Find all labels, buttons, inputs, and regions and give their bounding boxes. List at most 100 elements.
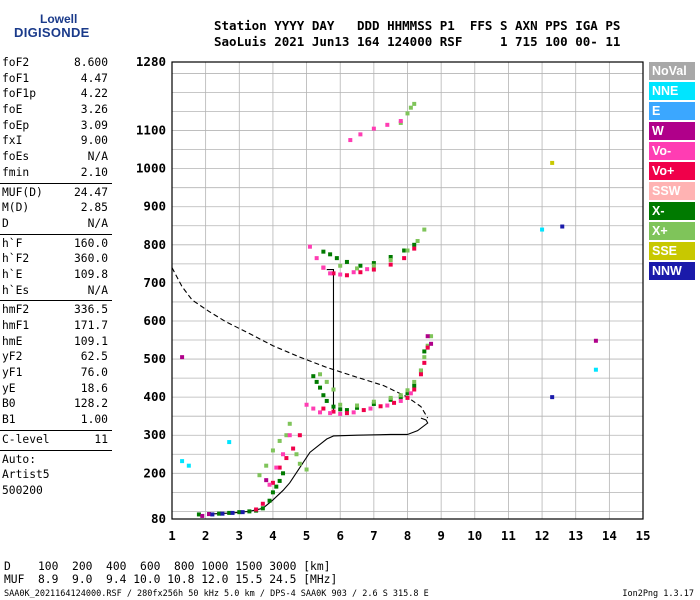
param-value: 109.1: [73, 334, 108, 348]
param-value: 3.09: [80, 118, 108, 132]
echo-point: [331, 409, 336, 414]
echo-point: [348, 138, 353, 143]
param-group-2: MUF(D) 24.47 M(D) 2.85 D N/A: [0, 186, 112, 233]
echo-point: [277, 478, 282, 483]
y-tick-label: 600: [143, 313, 166, 328]
param-label: yF1: [2, 366, 23, 380]
echo-point: [281, 471, 286, 476]
echo-point: [227, 440, 232, 445]
chart-grid: [171, 62, 644, 519]
echo-point: [550, 395, 555, 400]
echo-point: [254, 507, 259, 512]
echo-point: [247, 509, 252, 514]
param-value: 4.47: [80, 71, 108, 85]
param-label: MUF(D): [2, 185, 43, 199]
x-tick-label: 12: [535, 528, 550, 543]
echo-point: [287, 433, 292, 438]
echo-point: [412, 387, 417, 392]
echo-point: [186, 463, 191, 468]
param-row: C-level 11: [0, 433, 112, 449]
y-tick-label: 800: [143, 237, 166, 252]
param-value: 160.0: [73, 236, 108, 250]
echo-point: [371, 399, 376, 404]
legend-item-nne: NNE: [649, 82, 695, 100]
y-tick-labels: 80 200 300 400 500 600 700 800 900 1000 1100 1280: [136, 54, 166, 526]
echo-point: [422, 349, 427, 354]
echo-point: [180, 355, 185, 360]
x-tick-label: 5: [303, 528, 311, 543]
header-row-1: Station YYYY DAY DDD HHMMSS P1 FFS S AXN…: [214, 18, 621, 33]
echo-point: [408, 391, 413, 396]
echo-point: [207, 512, 212, 517]
echo-point: [385, 403, 390, 408]
param-label: B1: [2, 413, 16, 427]
y-tick-label: 80: [151, 511, 166, 526]
echo-point: [331, 271, 336, 276]
echo-point: [371, 261, 376, 266]
param-row: yE 18.6: [0, 382, 112, 398]
y-tick-label: 200: [143, 465, 166, 480]
param-group-3: h`F 160.0 h`F2 360.0 h`E 109.8 h`Es N/A: [0, 237, 112, 300]
echo-point: [264, 463, 269, 468]
logo-lowell-text: Lowell: [40, 12, 78, 26]
echo-point: [365, 267, 370, 272]
echo-point: [321, 265, 326, 270]
plot-frame: [171, 61, 644, 520]
param-label: M(D): [2, 201, 30, 215]
echo-point: [220, 511, 225, 516]
echo-point: [267, 498, 272, 503]
param-row: hmE 109.1: [0, 335, 112, 351]
param-value: N/A: [87, 216, 108, 230]
x-tick-label: 2: [202, 528, 210, 543]
echo-point: [412, 383, 417, 388]
echo-point: [284, 456, 289, 461]
echo-point: [338, 272, 343, 277]
legend-item-e: E: [649, 102, 695, 120]
echo-point: [371, 401, 376, 406]
parameter-panel: foF2 8.600 foF1 4.47 foF1p 4.22 foE 3.26 foEp 3.0…: [0, 56, 112, 500]
echo-point: [321, 406, 326, 411]
footer-distance-row: D 100 200 400 600 800 1000 1500 3000 [km…: [4, 560, 331, 573]
legend-item-x: X+: [649, 222, 695, 240]
echo-point: [331, 387, 336, 392]
x-tick-label: 3: [236, 528, 244, 543]
echo-point: [388, 262, 393, 267]
echo-point: [321, 249, 326, 254]
param-label: h`Es: [2, 283, 30, 297]
param-row: foF1p 4.22: [0, 87, 112, 103]
param-group-5: C-level 11: [0, 433, 112, 449]
y-tick-label: 400: [143, 389, 166, 404]
param-value: N/A: [87, 150, 108, 164]
echo-point: [287, 421, 292, 426]
param-value: N/A: [87, 283, 108, 297]
param-value: 3.26: [80, 103, 108, 117]
echo-point: [297, 433, 302, 438]
echo-point: [257, 473, 262, 478]
echo-point: [358, 263, 363, 268]
param-row: foF2 8.600: [0, 56, 112, 72]
echo-point: [429, 334, 434, 339]
echo-point: [284, 433, 289, 438]
legend-item-sse: SSE: [649, 242, 695, 260]
echo-point: [344, 411, 349, 416]
x-tick-label: 8: [404, 528, 412, 543]
echo-point: [355, 405, 360, 410]
echo-point: [318, 372, 323, 377]
f2-cusp-trace-line: [326, 269, 335, 413]
echo-point: [422, 360, 427, 365]
param-label: foE: [2, 103, 23, 117]
echo-point: [314, 379, 319, 384]
legend-item-noval: NoVal: [649, 62, 695, 80]
echo-point: [392, 400, 397, 405]
echo-point: [237, 510, 242, 515]
legend-item-ssw: SSW: [649, 182, 695, 200]
param-row: foEs N/A: [0, 150, 112, 166]
param-row: fxI 9.00: [0, 134, 112, 150]
separator: [0, 182, 112, 184]
legend: NoVal NNE E W Vo- Vo+ SSW X- X+ SSE NNW: [649, 62, 695, 282]
echo-point: [355, 403, 360, 408]
separator: [0, 300, 112, 302]
echo-point: [294, 452, 299, 457]
y-tick-label: 1280: [136, 54, 166, 69]
